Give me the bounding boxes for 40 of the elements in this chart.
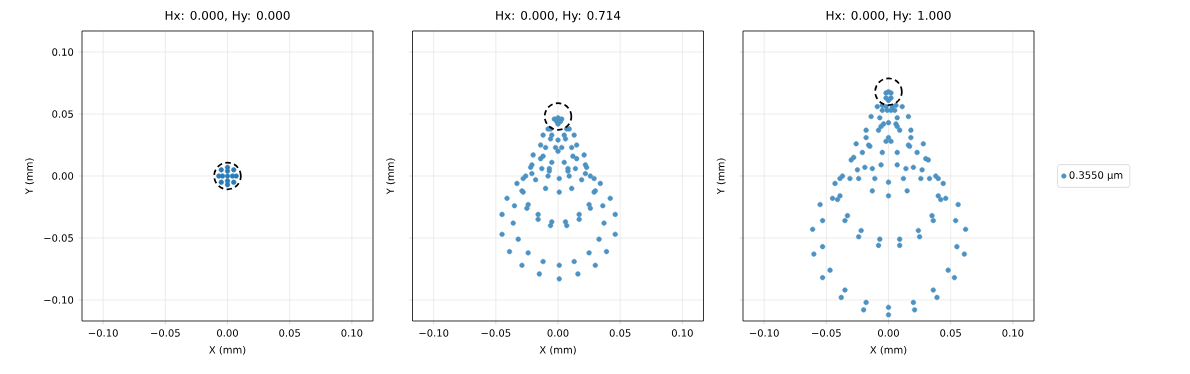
x-tick-label: −0.10 xyxy=(419,329,449,337)
x-tick-label: −0.10 xyxy=(749,329,779,337)
x-tick-label: −0.05 xyxy=(812,329,841,337)
x-axis-title: X (mm) xyxy=(539,345,576,355)
x-tick-label: −0.05 xyxy=(481,329,511,337)
y-tick-label: −0.10 xyxy=(44,296,74,304)
x-tick-label: 0.10 xyxy=(1002,329,1024,337)
point xyxy=(224,164,231,170)
point xyxy=(231,179,237,185)
point xyxy=(231,167,237,173)
y-tick-label: 0.05 xyxy=(52,110,73,118)
y-axis-title: Y (mm) xyxy=(25,158,35,195)
y-tick-label: 0.00 xyxy=(52,172,74,180)
chart-title: Hx: 0.000, Hy: 1.000 xyxy=(826,10,951,23)
x-axis-title: X (mm) xyxy=(870,345,907,355)
point xyxy=(218,179,224,185)
x-tick-label: 0.00 xyxy=(217,329,238,337)
x-tick-label: 0.00 xyxy=(547,329,569,337)
x-tick-label: 0.00 xyxy=(878,329,899,337)
y-axis-title: Y (mm) xyxy=(716,158,726,195)
y-tick-label: −0.05 xyxy=(44,234,73,242)
y-tick-label: 0.10 xyxy=(52,48,74,56)
point xyxy=(233,173,239,179)
x-tick-label: 0.05 xyxy=(279,329,300,337)
y-axis-title: Y (mm) xyxy=(386,158,396,195)
point xyxy=(213,161,242,191)
point xyxy=(218,167,224,173)
x-tick-label: 0.05 xyxy=(609,329,631,337)
x-tick-label: −0.05 xyxy=(151,329,180,337)
x-tick-label: −0.10 xyxy=(88,329,118,337)
x-tick-label: 0.10 xyxy=(341,329,363,337)
point xyxy=(224,182,231,188)
point xyxy=(216,173,222,179)
point xyxy=(224,173,231,179)
x-tick-label: 0.05 xyxy=(940,329,961,337)
chart-title: Hx: 0.000, Hy: 0.714 xyxy=(496,10,621,23)
x-axis-title: X (mm) xyxy=(209,345,246,355)
legend-label: 0.3550 µm xyxy=(1069,171,1123,181)
chart-title: Hx: 0.000, Hy: 0.000 xyxy=(165,10,290,23)
x-tick-label: 0.10 xyxy=(671,329,693,337)
